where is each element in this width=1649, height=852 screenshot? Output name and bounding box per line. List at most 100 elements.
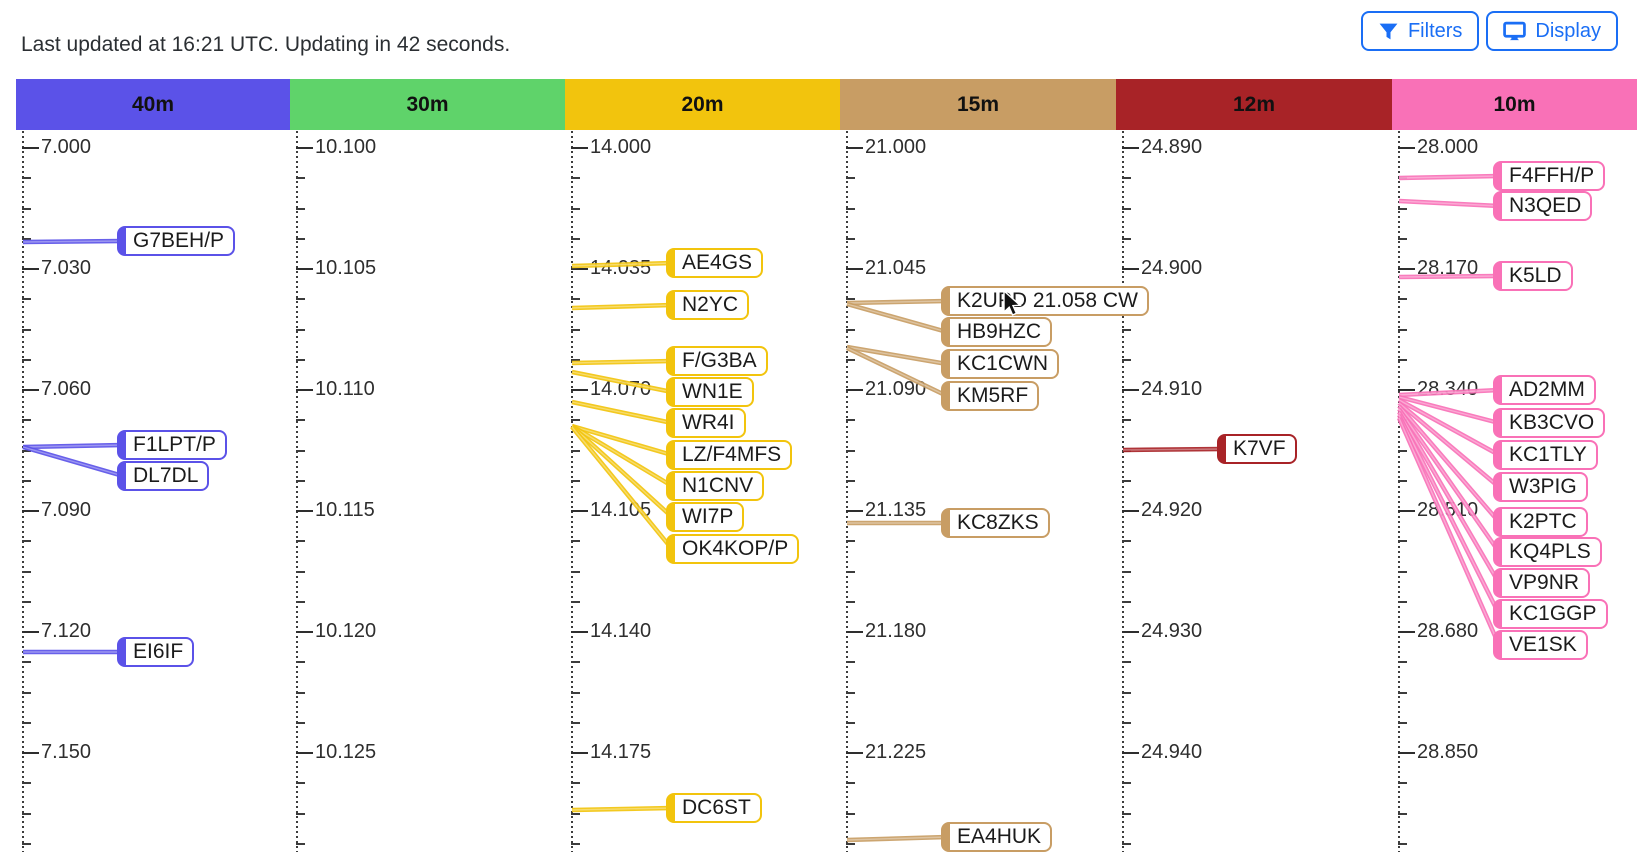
- band-header-15m: 15m: [840, 79, 1116, 130]
- spot-KC8ZKS[interactable]: KC8ZKS: [941, 508, 1050, 538]
- spot-VE1SK[interactable]: VE1SK: [1493, 630, 1588, 660]
- spot-KC1GGP[interactable]: KC1GGP: [1493, 599, 1608, 629]
- toolbar: Filters Display: [1360, 11, 1618, 51]
- spot-AE4GS[interactable]: AE4GS: [666, 248, 764, 278]
- spot-EI6IF[interactable]: EI6IF: [117, 637, 195, 667]
- minor-tick: [846, 328, 855, 331]
- spot-AD2MM[interactable]: AD2MM: [1493, 375, 1596, 405]
- spot-WR4I[interactable]: WR4I: [666, 408, 746, 438]
- spot-connector-line-core: [571, 360, 673, 364]
- spot-N2YC[interactable]: N2YC: [666, 290, 750, 320]
- major-tick: [846, 268, 863, 270]
- spot-DC6ST[interactable]: DC6ST: [666, 793, 762, 823]
- spot-connector-line: [846, 298, 948, 306]
- minor-tick: [22, 540, 31, 543]
- display-button[interactable]: Display: [1486, 11, 1618, 51]
- frequency-tick-label: 21.000: [865, 136, 927, 158]
- spot-KC1TLY[interactable]: KC1TLY: [1493, 440, 1598, 470]
- minor-tick: [1122, 419, 1131, 422]
- minor-tick: [22, 207, 31, 210]
- spot-W3PIG[interactable]: W3PIG: [1493, 472, 1588, 502]
- minor-tick: [22, 812, 31, 815]
- spot-connector-line-core: [22, 444, 124, 448]
- spot-WN1E[interactable]: WN1E: [666, 377, 754, 407]
- minor-tick: [1398, 721, 1407, 724]
- minor-tick: [22, 661, 31, 664]
- spot-WI7P[interactable]: WI7P: [666, 502, 745, 532]
- minor-tick: [1122, 358, 1131, 361]
- major-tick: [22, 389, 39, 391]
- spot-HB9HZC[interactable]: HB9HZC: [941, 317, 1053, 347]
- band-header-40m: 40m: [16, 79, 290, 130]
- frequency-tick-label: 10.100: [315, 136, 377, 158]
- minor-tick: [296, 449, 305, 452]
- minor-tick: [22, 721, 31, 724]
- spot-K2UPD[interactable]: K2UPD 21.058 CW: [941, 286, 1149, 316]
- spot-connector-line-core: [1398, 414, 1500, 615]
- spot-connector-line-core: [1398, 408, 1500, 553]
- spot-connector-line: [1398, 387, 1500, 398]
- minor-tick: [1398, 812, 1407, 815]
- spot-K7VF[interactable]: K7VF: [1217, 434, 1297, 464]
- spot-connector-line-core: [22, 446, 124, 477]
- spot-G7BEH/P[interactable]: G7BEH/P: [117, 226, 236, 256]
- minor-tick: [1122, 721, 1131, 724]
- spot-K2PTC[interactable]: K2PTC: [1493, 507, 1588, 537]
- spot-F1LPT/P[interactable]: F1LPT/P: [117, 430, 227, 460]
- minor-tick: [571, 298, 580, 301]
- minor-tick: [1122, 328, 1131, 331]
- spot-KB3CVO[interactable]: KB3CVO: [1493, 408, 1606, 438]
- spot-connector-line-core: [571, 425, 673, 518]
- frequency-tick-label: 7.060: [41, 378, 92, 400]
- minor-tick: [571, 540, 580, 543]
- spot-connector-line: [846, 301, 948, 335]
- spot-OK4KOP/P[interactable]: OK4KOP/P: [666, 534, 800, 564]
- minor-tick: [296, 812, 305, 815]
- spot-DL7DL[interactable]: DL7DL: [117, 461, 210, 491]
- frequency-ruler-10m: [1398, 131, 1400, 852]
- spot-connector-line-core: [571, 304, 673, 309]
- major-tick: [1122, 268, 1139, 270]
- filters-button[interactable]: Filters: [1360, 11, 1480, 51]
- spot-connector-line-core: [22, 240, 124, 243]
- spot-N3QED[interactable]: N3QED: [1493, 191, 1593, 221]
- spot-connector-line-core: [1398, 396, 1500, 424]
- major-tick: [846, 510, 863, 512]
- spot-connector-line: [570, 425, 674, 551]
- major-tick: [22, 510, 39, 512]
- spot-KQ4PLS[interactable]: KQ4PLS: [1493, 537, 1602, 567]
- minor-tick: [846, 298, 855, 301]
- spot-connector-line: [1397, 404, 1501, 524]
- minor-tick: [846, 449, 855, 452]
- minor-tick: [1122, 842, 1131, 845]
- spot-N1CNV[interactable]: N1CNV: [666, 471, 765, 501]
- minor-tick: [296, 600, 305, 603]
- spot-connector-line: [1398, 273, 1500, 280]
- spot-VP9NR[interactable]: VP9NR: [1493, 568, 1591, 598]
- minor-tick: [22, 479, 31, 482]
- spot-connector-line: [1397, 410, 1501, 585]
- spot-K5LD[interactable]: K5LD: [1493, 261, 1573, 291]
- spot-EA4HUK[interactable]: EA4HUK: [941, 822, 1053, 852]
- minor-tick: [571, 721, 580, 724]
- minor-tick: [571, 449, 580, 452]
- spot-connector-line: [1398, 173, 1500, 181]
- minor-tick: [296, 237, 305, 240]
- spot-connector-line: [1397, 407, 1501, 554]
- major-tick: [846, 752, 863, 754]
- spot-LZ/F4MFS[interactable]: LZ/F4MFS: [666, 440, 793, 470]
- spot-F/G3BA[interactable]: F/G3BA: [666, 346, 768, 376]
- major-tick: [296, 268, 313, 270]
- spot-KM5RF[interactable]: KM5RF: [941, 381, 1040, 411]
- frequency-tick-label: 28.850: [1417, 741, 1479, 763]
- minor-tick: [1398, 691, 1407, 694]
- frequency-tick-label: 10.120: [315, 620, 377, 642]
- minor-tick: [22, 328, 31, 331]
- minor-tick: [846, 207, 855, 210]
- minor-tick: [22, 782, 31, 785]
- spot-KC1CWN[interactable]: KC1CWN: [941, 349, 1060, 379]
- spot-F4FFH/P[interactable]: F4FFH/P: [1493, 161, 1606, 191]
- band-header-10m: 10m: [1392, 79, 1637, 130]
